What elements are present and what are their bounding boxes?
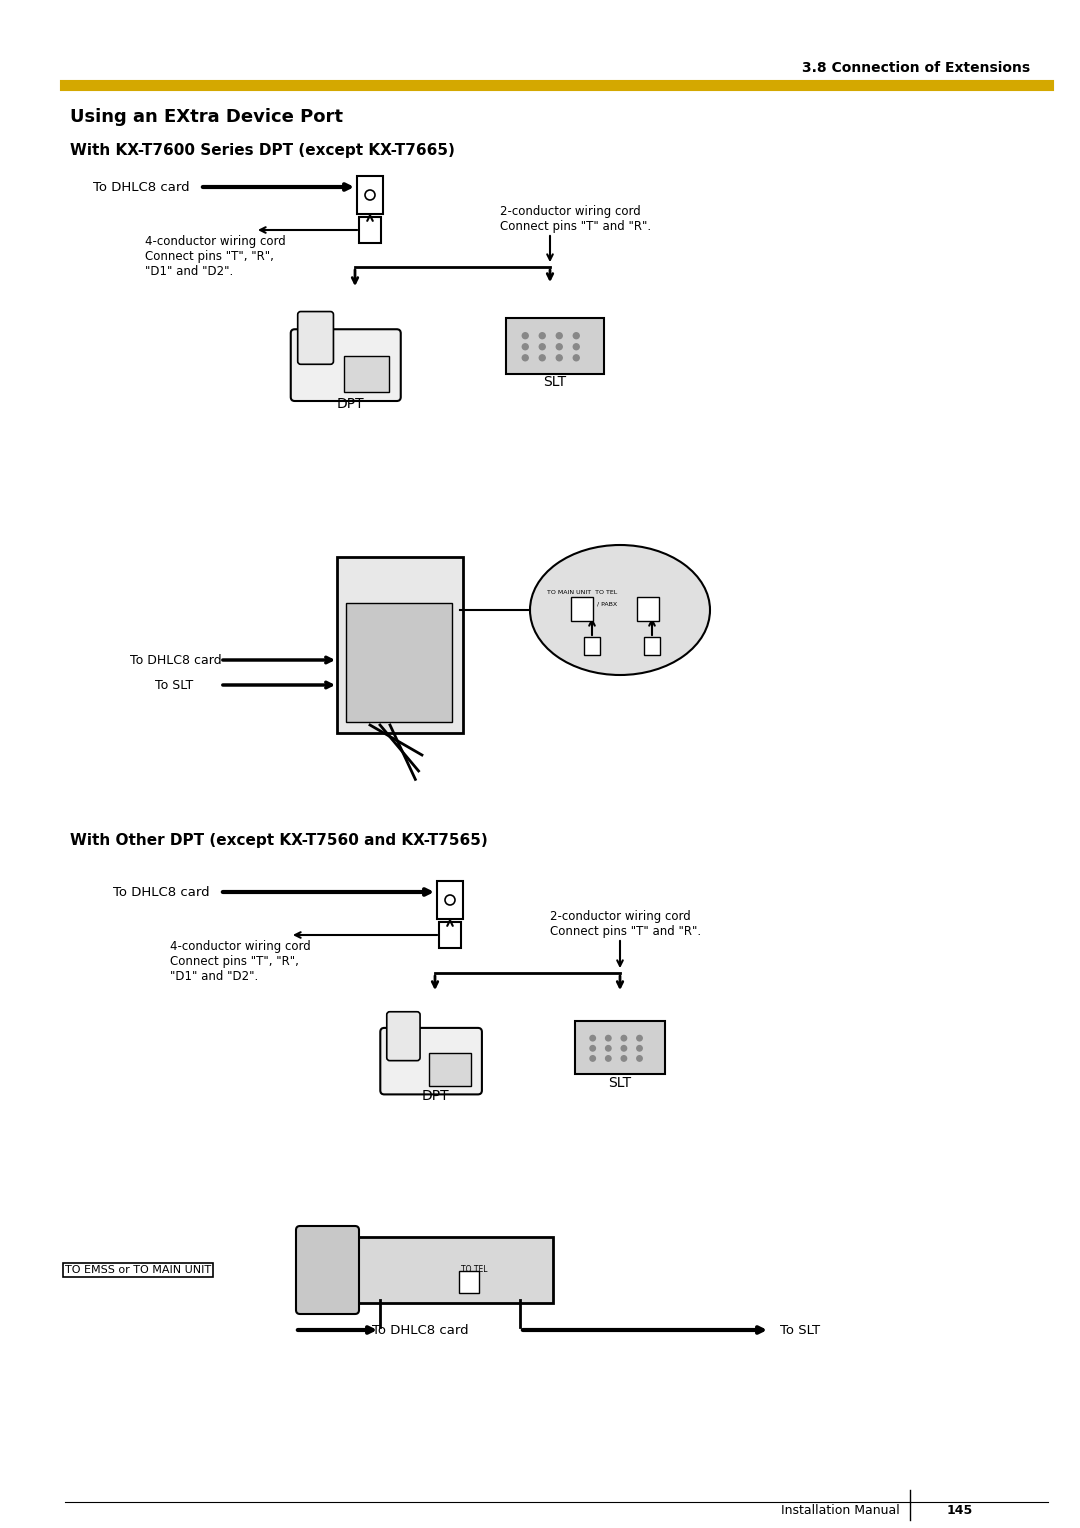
Circle shape xyxy=(556,344,563,350)
Circle shape xyxy=(523,344,528,350)
Circle shape xyxy=(445,895,455,905)
FancyBboxPatch shape xyxy=(343,356,389,393)
FancyBboxPatch shape xyxy=(291,329,401,400)
Text: TO EMSS or TO MAIN UNIT: TO EMSS or TO MAIN UNIT xyxy=(65,1265,211,1274)
Text: DPT: DPT xyxy=(336,397,364,411)
Ellipse shape xyxy=(530,545,710,675)
Circle shape xyxy=(590,1045,595,1051)
Text: TO MAIN UNIT  TO TEL: TO MAIN UNIT TO TEL xyxy=(546,590,617,594)
FancyBboxPatch shape xyxy=(296,1225,359,1314)
Text: TO TEL: TO TEL xyxy=(461,1265,487,1274)
Circle shape xyxy=(637,1045,643,1051)
FancyBboxPatch shape xyxy=(437,882,463,918)
Circle shape xyxy=(573,333,579,339)
Text: SLT: SLT xyxy=(608,1076,632,1089)
Circle shape xyxy=(606,1045,611,1051)
FancyBboxPatch shape xyxy=(380,1028,482,1094)
Circle shape xyxy=(606,1056,611,1060)
FancyBboxPatch shape xyxy=(459,1271,480,1293)
Circle shape xyxy=(621,1036,626,1041)
FancyBboxPatch shape xyxy=(429,1053,471,1086)
Circle shape xyxy=(573,354,579,361)
Text: With KX-T7600 Series DPT (except KX-T7665): With KX-T7600 Series DPT (except KX-T766… xyxy=(70,142,455,157)
Text: 2-conductor wiring cord
Connect pins "T" and "R".: 2-conductor wiring cord Connect pins "T"… xyxy=(550,911,701,938)
Text: With Other DPT (except KX-T7560 and KX-T7565): With Other DPT (except KX-T7560 and KX-T… xyxy=(70,833,488,848)
FancyBboxPatch shape xyxy=(438,921,461,947)
Text: To DHLC8 card: To DHLC8 card xyxy=(372,1323,469,1337)
Text: Installation Manual: Installation Manual xyxy=(781,1504,900,1516)
FancyBboxPatch shape xyxy=(576,1021,665,1074)
FancyBboxPatch shape xyxy=(644,637,660,656)
Text: 4-conductor wiring cord
Connect pins "T", "R",
"D1" and "D2".: 4-conductor wiring cord Connect pins "T"… xyxy=(145,235,286,278)
Circle shape xyxy=(556,333,563,339)
Text: 145: 145 xyxy=(947,1504,973,1516)
Circle shape xyxy=(539,354,545,361)
FancyBboxPatch shape xyxy=(346,604,453,723)
FancyBboxPatch shape xyxy=(571,597,593,620)
Circle shape xyxy=(606,1036,611,1041)
Circle shape xyxy=(590,1056,595,1060)
Text: To SLT: To SLT xyxy=(780,1323,820,1337)
Circle shape xyxy=(590,1036,595,1041)
Text: / PABX: / PABX xyxy=(597,602,617,607)
Text: To SLT: To SLT xyxy=(156,678,193,692)
Text: To DHLC8 card: To DHLC8 card xyxy=(130,654,221,666)
Circle shape xyxy=(539,333,545,339)
Text: To DHLC8 card: To DHLC8 card xyxy=(93,180,190,194)
Circle shape xyxy=(365,189,375,200)
FancyBboxPatch shape xyxy=(637,597,659,620)
Circle shape xyxy=(556,354,563,361)
Text: 2-conductor wiring cord
Connect pins "T" and "R".: 2-conductor wiring cord Connect pins "T"… xyxy=(500,205,651,232)
Text: To DHLC8 card: To DHLC8 card xyxy=(113,886,210,898)
Circle shape xyxy=(539,344,545,350)
Circle shape xyxy=(637,1036,643,1041)
Text: Using an EXtra Device Port: Using an EXtra Device Port xyxy=(70,108,343,125)
FancyBboxPatch shape xyxy=(347,1238,553,1303)
FancyBboxPatch shape xyxy=(507,318,604,374)
Circle shape xyxy=(621,1056,626,1060)
Circle shape xyxy=(573,344,579,350)
Text: 3.8 Connection of Extensions: 3.8 Connection of Extensions xyxy=(801,61,1030,75)
Circle shape xyxy=(621,1045,626,1051)
Circle shape xyxy=(523,354,528,361)
FancyBboxPatch shape xyxy=(357,176,383,214)
Circle shape xyxy=(523,333,528,339)
FancyBboxPatch shape xyxy=(359,217,381,243)
FancyBboxPatch shape xyxy=(387,1012,420,1060)
FancyBboxPatch shape xyxy=(584,637,600,656)
FancyBboxPatch shape xyxy=(298,312,334,364)
Text: SLT: SLT xyxy=(543,374,567,390)
Circle shape xyxy=(637,1056,643,1060)
Text: 4-conductor wiring cord
Connect pins "T", "R",
"D1" and "D2".: 4-conductor wiring cord Connect pins "T"… xyxy=(170,940,311,983)
Text: DPT: DPT xyxy=(421,1089,449,1103)
FancyBboxPatch shape xyxy=(337,558,463,733)
